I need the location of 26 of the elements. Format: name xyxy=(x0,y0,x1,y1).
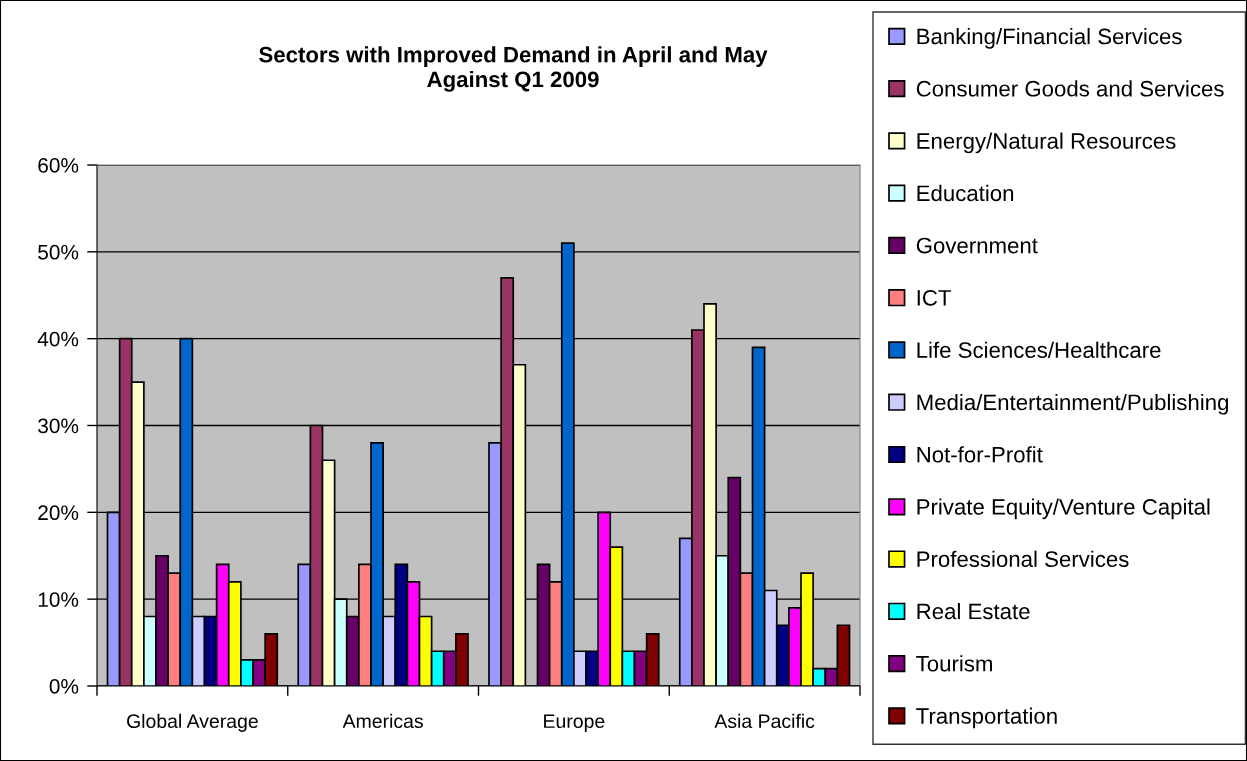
x-tick-label: Europe xyxy=(544,714,605,732)
y-tick-label: 50% xyxy=(38,244,79,260)
x-tick-label: Asia Pacific xyxy=(714,713,815,729)
y-tick-label: 0% xyxy=(49,679,79,694)
legend-label: Transportation xyxy=(916,707,1057,729)
legend-label: Consumer Goods and Services xyxy=(916,80,1224,97)
legend-label: Not-for-Profit xyxy=(917,446,1043,463)
y-tick-label: 60% xyxy=(38,158,79,173)
legend-label: Energy/Natural Resources xyxy=(917,132,1176,154)
legend-label: Banking/Financial Services xyxy=(917,28,1182,49)
x-tick-label: Global Average xyxy=(127,713,258,732)
y-tick-label: 20% xyxy=(38,505,79,521)
legend-label: Education xyxy=(917,184,1014,202)
y-tick-label: 40% xyxy=(37,331,79,347)
x-tick-label: Americas xyxy=(342,713,423,729)
legend-label: Government xyxy=(916,237,1038,254)
legend-label: Media/Entertainment/Publishing xyxy=(917,393,1228,415)
legend-label: Tourism xyxy=(916,655,992,672)
y-tick-label: 30% xyxy=(38,418,79,434)
y-tick-label: 10% xyxy=(38,592,79,607)
chart-title: Sectors with Improved Demand in April and May Against Q1 2009 xyxy=(259,46,768,92)
legend-label: Professional Services xyxy=(917,550,1129,568)
legend-label: Real Estate xyxy=(917,602,1030,620)
legend-label: Private Equity/Venture Capital xyxy=(917,498,1210,520)
legend-label: ICT xyxy=(917,289,951,306)
legend-label: Life Sciences/Healthcare xyxy=(917,341,1161,358)
